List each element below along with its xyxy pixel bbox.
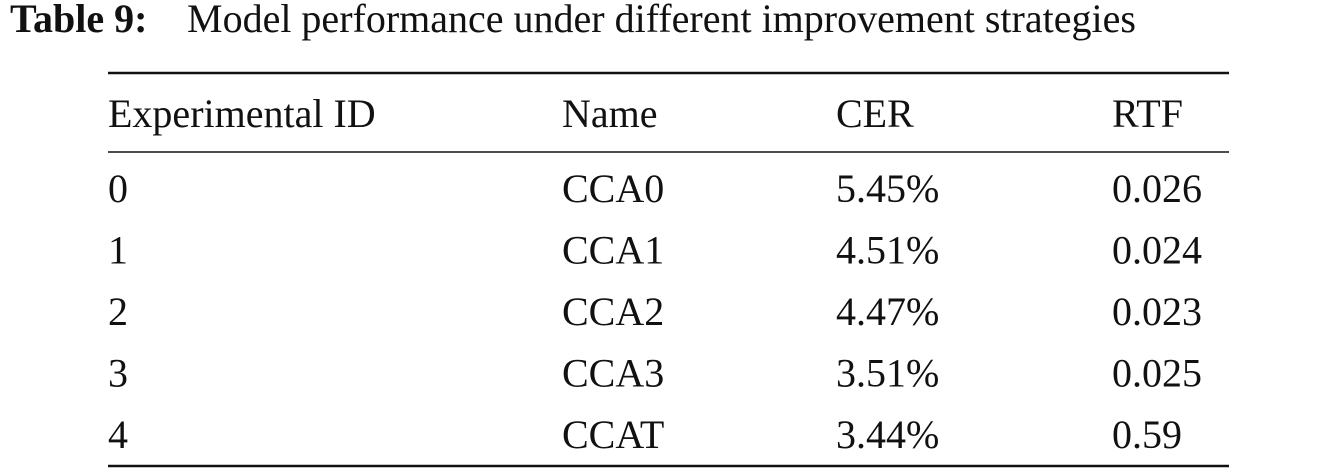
table-cell: 1 (108, 228, 128, 273)
table-cell: 0.024 (1112, 228, 1202, 273)
table-cell: 2 (108, 289, 128, 334)
caption-label: Table 9: (10, 0, 147, 41)
table-cell: CCA1 (562, 228, 664, 273)
table-cell: 4.47% (836, 289, 939, 334)
table-cell: 3.44% (836, 412, 939, 457)
table-cell: 0 (108, 166, 128, 211)
table-cell: 0.023 (1112, 289, 1202, 334)
table-cell: CCAT (562, 412, 664, 457)
table-cell: 3 (108, 351, 128, 396)
table-cell: 0.59 (1112, 412, 1182, 457)
header-cell: RTF (1112, 91, 1183, 136)
table-cell: 4 (108, 412, 128, 457)
table-cell: 0.026 (1112, 166, 1202, 211)
table-cell: 3.51% (836, 351, 939, 396)
table-cell: 5.45% (836, 166, 939, 211)
header-cell: Name (562, 91, 658, 136)
header-cell: CER (836, 91, 914, 136)
header-cell: Experimental ID (108, 91, 376, 136)
table-cell: CCA0 (562, 166, 664, 211)
caption-text: Model performance under different improv… (187, 0, 1136, 41)
table-cell: CCA3 (562, 351, 664, 396)
table-cell: CCA2 (562, 289, 664, 334)
table-cell: 4.51% (836, 228, 939, 273)
table-cell: 0.025 (1112, 351, 1202, 396)
